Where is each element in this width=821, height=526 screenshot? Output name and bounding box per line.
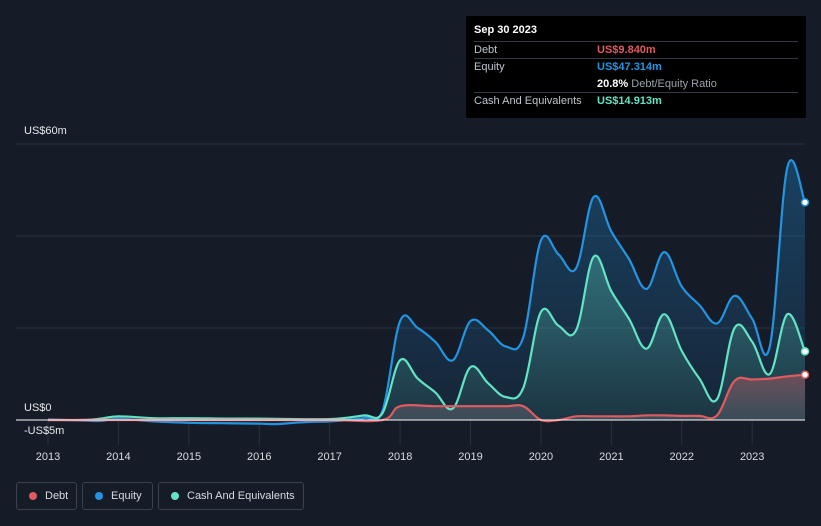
legend-cash[interactable]: Cash And Equivalents bbox=[158, 482, 304, 510]
tooltip-ratio-label: Debt/Equity Ratio bbox=[631, 78, 717, 90]
legend-debt[interactable]: Debt bbox=[16, 482, 77, 510]
debt-end-point bbox=[800, 370, 810, 379]
cash-dot-icon bbox=[171, 492, 179, 500]
debt-area bbox=[48, 374, 805, 422]
tooltip-ratio: 20.8% Debt/Equity Ratio bbox=[597, 78, 717, 90]
x-tick-label: 2023 bbox=[740, 451, 764, 463]
x-tick-label: 2013 bbox=[36, 451, 60, 463]
tooltip-row-ratio: 20.8% Debt/Equity Ratio bbox=[474, 75, 798, 93]
x-tick-label: 2018 bbox=[388, 451, 412, 463]
legend-debt-label: Debt bbox=[45, 490, 69, 502]
tooltip-row-equity: Equity US$47.314m bbox=[474, 58, 798, 76]
tooltip-row-cash: Cash And Equivalents US$14.913m bbox=[474, 92, 798, 110]
equity-line bbox=[47, 159, 807, 426]
x-tick-label: 2016 bbox=[247, 451, 271, 463]
y-axis-bottom-label: -US$5m bbox=[24, 425, 65, 437]
x-tick-label: 2021 bbox=[599, 451, 623, 463]
y-axis-zero-label: US$0 bbox=[24, 402, 52, 414]
x-tick-label: 2015 bbox=[177, 451, 201, 463]
tooltip-equity-label: Equity bbox=[474, 61, 505, 73]
debt-dot-icon bbox=[29, 492, 37, 500]
tooltip-cash-value: US$14.913m bbox=[597, 95, 662, 107]
x-tick-label: 2019 bbox=[458, 451, 482, 463]
legend-equity[interactable]: Equity bbox=[82, 482, 153, 510]
tooltip-date: Sep 30 2023 bbox=[474, 24, 537, 36]
cash-and-equivalents-line bbox=[47, 254, 807, 422]
x-tick-label: 2020 bbox=[529, 451, 553, 463]
tooltip-row-debt: Debt US$9.840m bbox=[474, 41, 798, 59]
tooltip-equity-value: US$47.314m bbox=[597, 61, 662, 73]
equity-dot-icon bbox=[95, 492, 103, 500]
tooltip-debt-label: Debt bbox=[474, 44, 498, 56]
x-tick-label: 2017 bbox=[317, 451, 341, 463]
legend-equity-label: Equity bbox=[111, 490, 142, 502]
cash-and-equivalents-end-point bbox=[800, 347, 810, 356]
x-tick-label: 2022 bbox=[670, 451, 694, 463]
equity-end-point bbox=[800, 198, 810, 207]
tooltip-cash-label: Cash And Equivalents bbox=[474, 95, 582, 107]
tooltip-ratio-value: 20.8% bbox=[597, 78, 629, 90]
tooltip-debt-value: US$9.840m bbox=[597, 44, 656, 56]
x-tick-label: 2014 bbox=[106, 451, 130, 463]
y-axis-top-label: US$60m bbox=[24, 125, 67, 137]
legend-cash-label: Cash And Equivalents bbox=[187, 490, 295, 502]
cash-and-equivalents-area bbox=[48, 255, 805, 421]
data-tooltip: Sep 30 2023 Debt US$9.840m Equity US$47.… bbox=[466, 16, 806, 118]
